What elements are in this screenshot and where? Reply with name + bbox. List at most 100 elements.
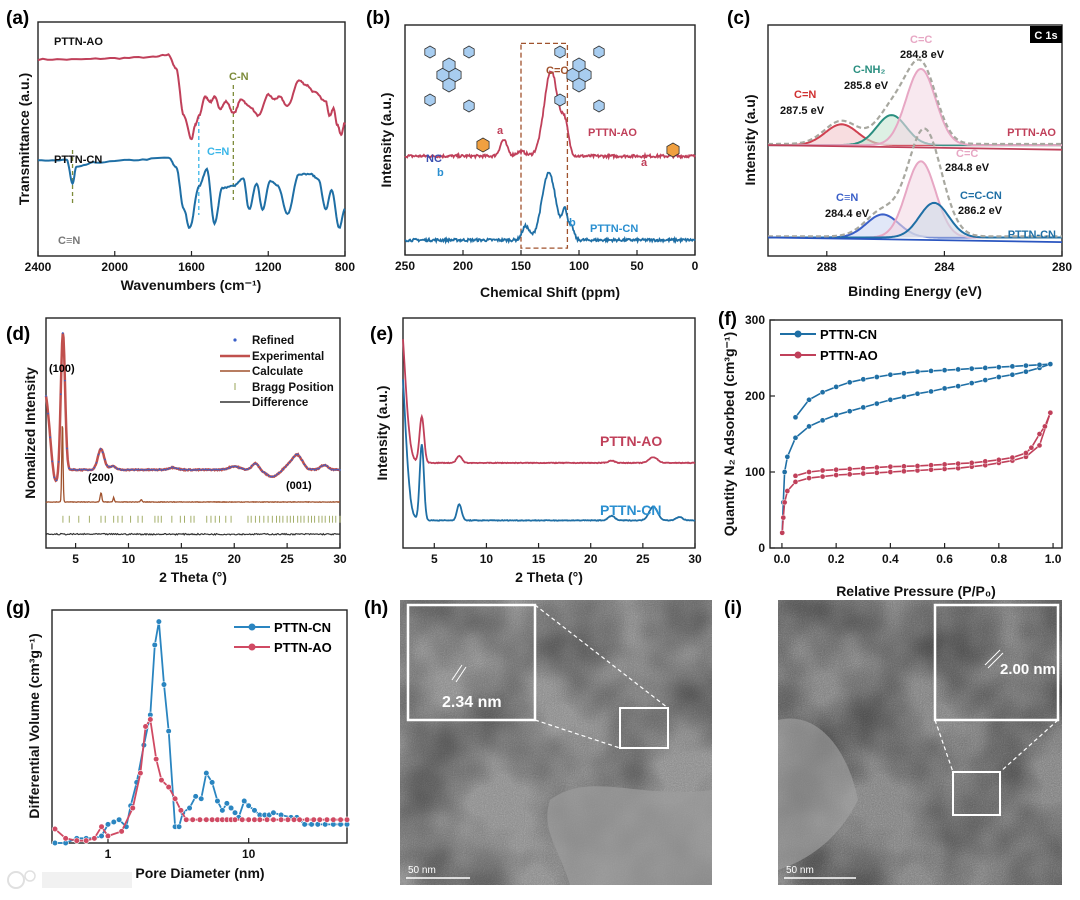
refined-point	[179, 468, 182, 471]
y-axis-label: Differential Volume (cm³g⁻¹)	[26, 633, 42, 818]
panel-label: (d)	[6, 324, 30, 345]
y-tick-label: 100	[745, 465, 765, 479]
data-point	[51, 839, 59, 847]
data-point	[263, 816, 271, 823]
refined-point	[57, 460, 60, 463]
refined-point	[297, 453, 299, 456]
annotation-cn-triple: C≡N	[58, 235, 80, 247]
refined-point	[59, 393, 62, 396]
benzene-ring-icon	[593, 99, 605, 113]
refined-point	[175, 467, 178, 470]
zoom-guide-line	[934, 719, 954, 773]
plot-area: 0.0 0.2 0.4 0.6 0.8 1.0 0 100 200 300	[745, 313, 1062, 566]
refined-point	[305, 465, 308, 468]
refined-point	[183, 468, 186, 471]
desorption-point	[1023, 450, 1029, 456]
refined-point	[303, 463, 306, 466]
data-point	[251, 807, 258, 814]
series-line-cn	[404, 171, 696, 245]
data-point	[303, 816, 311, 823]
adsorption-point	[846, 408, 853, 415]
zoom-guide-line	[534, 719, 621, 749]
refined-point	[278, 471, 280, 474]
refined-point	[271, 475, 274, 478]
desorption-point	[955, 366, 962, 373]
adsorption-point	[901, 468, 907, 475]
plot-frame	[51, 609, 348, 844]
desorption-point	[901, 370, 907, 377]
refined-point	[236, 465, 239, 468]
legend-marker-ao	[248, 643, 256, 651]
refined-point	[313, 468, 316, 471]
annotation-c-n: C-N	[229, 71, 249, 83]
plot-area: 288 284 280	[767, 58, 1072, 274]
plot-frame	[402, 317, 696, 549]
refined-point	[137, 468, 140, 471]
data-point	[172, 795, 179, 802]
data-point	[330, 816, 337, 823]
desorption-point	[982, 365, 989, 371]
adsorption-point	[781, 469, 788, 475]
refined-point	[114, 466, 117, 469]
refined-point	[108, 465, 110, 468]
adsorption-point	[968, 380, 975, 386]
x-tick-label: 25	[636, 552, 650, 566]
data-point	[175, 823, 183, 830]
adsorption-point	[995, 374, 1002, 380]
refined-point	[131, 468, 134, 471]
data-point	[284, 816, 291, 823]
benzene-ring-icon	[554, 45, 566, 59]
refined-point	[282, 468, 285, 471]
benzene-ring-icon	[572, 77, 586, 93]
x-tick-label: 0.4	[882, 552, 899, 566]
data-point	[62, 835, 69, 842]
desorption-point	[860, 465, 867, 472]
scale-bar-label: 50 nm	[408, 865, 436, 876]
series-line-cn	[402, 379, 696, 522]
y-axis-label: Nomalized Intensity	[22, 367, 38, 499]
desorption-point	[995, 456, 1002, 463]
refined-point	[93, 466, 96, 469]
refined-point	[162, 468, 165, 471]
y-tick-label: 0	[758, 541, 765, 555]
data-point	[198, 795, 205, 802]
adsorption-point	[806, 423, 812, 430]
data-point	[214, 797, 221, 805]
x-tick-label: 20	[584, 552, 598, 566]
x-tick-label: 1200	[255, 260, 282, 274]
panel-label: (g)	[6, 598, 30, 619]
panel-h-tem: (h) 2.34 nm 50 nm	[364, 598, 712, 885]
refined-point	[177, 467, 180, 470]
refined-point	[328, 467, 331, 470]
benzene-ring-icon	[442, 57, 456, 73]
refined-point	[334, 468, 337, 471]
refined-point	[158, 468, 161, 471]
x-tick-label: 250	[395, 259, 415, 273]
plot-area: 1 10	[51, 618, 351, 861]
refined-point	[156, 469, 159, 472]
peak-label-a: a	[497, 125, 504, 137]
component-label: C≡N	[836, 192, 858, 204]
refined-point	[55, 479, 58, 482]
plot-frame	[767, 24, 1063, 257]
refined-point	[185, 469, 188, 471]
lattice-fringe-marker	[451, 664, 463, 681]
refined-point	[87, 469, 89, 472]
refined-point	[101, 451, 104, 454]
data-point	[270, 816, 277, 823]
data-point	[104, 821, 112, 828]
zoom-region-box	[952, 771, 1001, 816]
panel-c-xps: (c) 288 284 280 C 1s C=N 287.5 eV C-NH₂ 28…	[727, 8, 1072, 299]
lattice-fringe-marker	[984, 649, 1001, 666]
component-energy: 284.8 eV	[900, 49, 945, 61]
component-label: C=C-CN	[960, 190, 1002, 202]
adsorption-point	[860, 470, 867, 477]
component-energy: 287.5 eV	[780, 105, 825, 117]
data-point	[196, 816, 203, 823]
legend: Refined Experimental Calculate Bragg Pos…	[220, 335, 334, 409]
desorption-point	[887, 371, 894, 378]
data-point	[51, 825, 59, 833]
y-axis-label: Intensity (a.u.)	[378, 93, 394, 188]
core-level-label: C 1s	[1034, 30, 1057, 42]
x-axis-label: Relative Pressure (P/P₀)	[836, 583, 996, 599]
